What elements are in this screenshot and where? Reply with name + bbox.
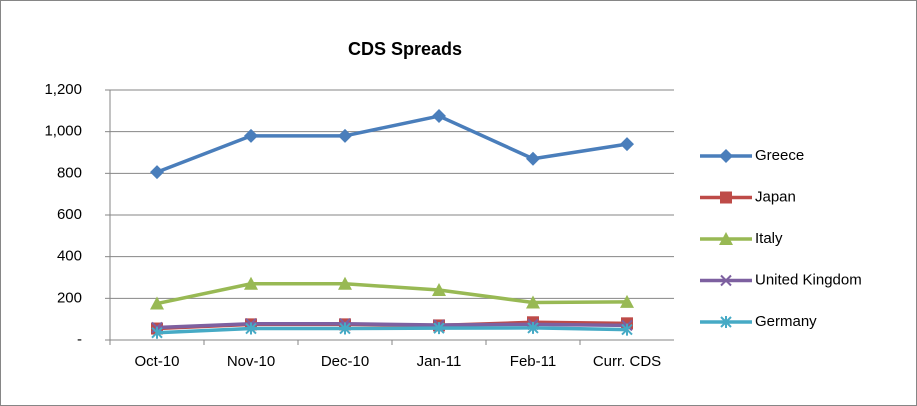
legend-label: Germany	[755, 313, 817, 330]
x-tick-label: Curr. CDS	[593, 353, 661, 370]
marker	[150, 165, 164, 180]
series-line	[156, 282, 628, 306]
marker	[244, 128, 258, 143]
legend-label: United Kingdom	[755, 271, 862, 288]
legend-label: Italy	[755, 230, 783, 247]
marker	[150, 296, 164, 310]
marker	[621, 323, 633, 336]
legend-marker	[720, 316, 732, 328]
y-tick-label: 1,000	[44, 123, 82, 140]
y-tick-label: 400	[57, 248, 82, 265]
x-tick-label: Oct-10	[134, 353, 179, 370]
marker	[432, 283, 446, 296]
legend-label: Japan	[755, 188, 796, 205]
y-tick-label: -	[77, 331, 82, 348]
marker	[245, 322, 257, 335]
y-tick-label: 800	[57, 164, 82, 181]
marker	[339, 322, 351, 335]
marker	[433, 322, 445, 335]
legend-marker	[719, 149, 733, 163]
y-tick-label: 1,200	[44, 81, 82, 98]
marker	[244, 276, 258, 290]
series-line	[156, 326, 628, 335]
chart-title: CDS Spreads	[348, 39, 462, 59]
legend-marker	[720, 191, 732, 204]
marker	[526, 295, 540, 309]
marker	[338, 276, 352, 290]
marker	[338, 128, 352, 143]
marker	[527, 321, 539, 334]
marker	[620, 137, 634, 152]
legend-marker	[719, 232, 733, 245]
legend-label: Greece	[755, 147, 804, 164]
y-tick-label: 200	[57, 289, 82, 306]
marker	[620, 294, 634, 308]
marker	[526, 151, 540, 166]
legend-marker	[720, 274, 732, 287]
marker	[432, 109, 446, 124]
x-tick-label: Nov-10	[227, 353, 275, 370]
marker	[151, 326, 163, 339]
series-line	[156, 114, 628, 174]
x-tick-label: Feb-11	[510, 353, 556, 370]
x-tick-label: Jan-11	[417, 353, 462, 370]
series-line	[156, 322, 628, 330]
y-tick-label: 600	[57, 206, 82, 223]
x-tick-label: Dec-10	[321, 353, 369, 370]
